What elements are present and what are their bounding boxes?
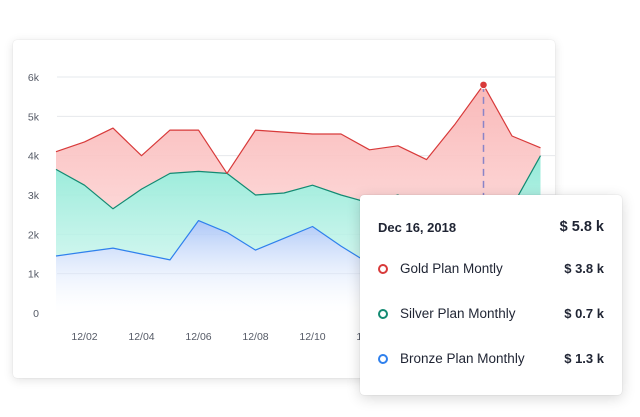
y-tick-label: 3k xyxy=(28,190,40,202)
tooltip-row-value: $ 1.3 k xyxy=(564,351,604,366)
hover-point[interactable] xyxy=(479,80,488,90)
tooltip-row-bronze: Bronze Plan Monthly $ 1.3 k xyxy=(378,351,604,366)
x-tick-label: 12/04 xyxy=(128,331,154,343)
tooltip-row-gold: Gold Plan Montly $ 3.8 k xyxy=(378,261,604,276)
x-tick-label: 12/02 xyxy=(71,331,97,343)
y-tick-label: 5k xyxy=(28,111,40,123)
x-tick-label: 12/10 xyxy=(299,331,325,343)
y-tick-label: 1k xyxy=(28,269,40,281)
gold-dot-icon xyxy=(378,263,388,274)
silver-dot-icon xyxy=(378,308,388,319)
chart-tooltip: Dec 16, 2018 $ 5.8 k Gold Plan Montly $ … xyxy=(360,195,622,395)
tooltip-row-value: $ 3.8 k xyxy=(564,261,604,276)
tooltip-row-value: $ 0.7 k xyxy=(564,306,604,321)
y-tick-label: 6k xyxy=(28,72,40,84)
tooltip-header: Dec 16, 2018 $ 5.8 k xyxy=(378,219,604,235)
tooltip-date: Dec 16, 2018 xyxy=(378,219,457,235)
tooltip-row-label: Bronze Plan Monthly xyxy=(400,351,525,366)
x-tick-label: 12/06 xyxy=(185,331,211,343)
y-tick-label: 4k xyxy=(28,151,40,163)
tooltip-row-label: Gold Plan Montly xyxy=(400,261,503,276)
y-tick-label: 0 xyxy=(33,308,39,320)
tooltip-row-silver: Silver Plan Monthly $ 0.7 k xyxy=(378,306,604,321)
bronze-dot-icon xyxy=(378,353,388,364)
tooltip-total: $ 5.8 k xyxy=(559,219,604,235)
series-area xyxy=(56,155,541,270)
x-tick-label: 12/08 xyxy=(242,331,268,343)
series-line xyxy=(55,84,541,174)
y-tick-label: 2k xyxy=(28,229,40,241)
tooltip-row-label: Silver Plan Monthly xyxy=(400,306,516,321)
